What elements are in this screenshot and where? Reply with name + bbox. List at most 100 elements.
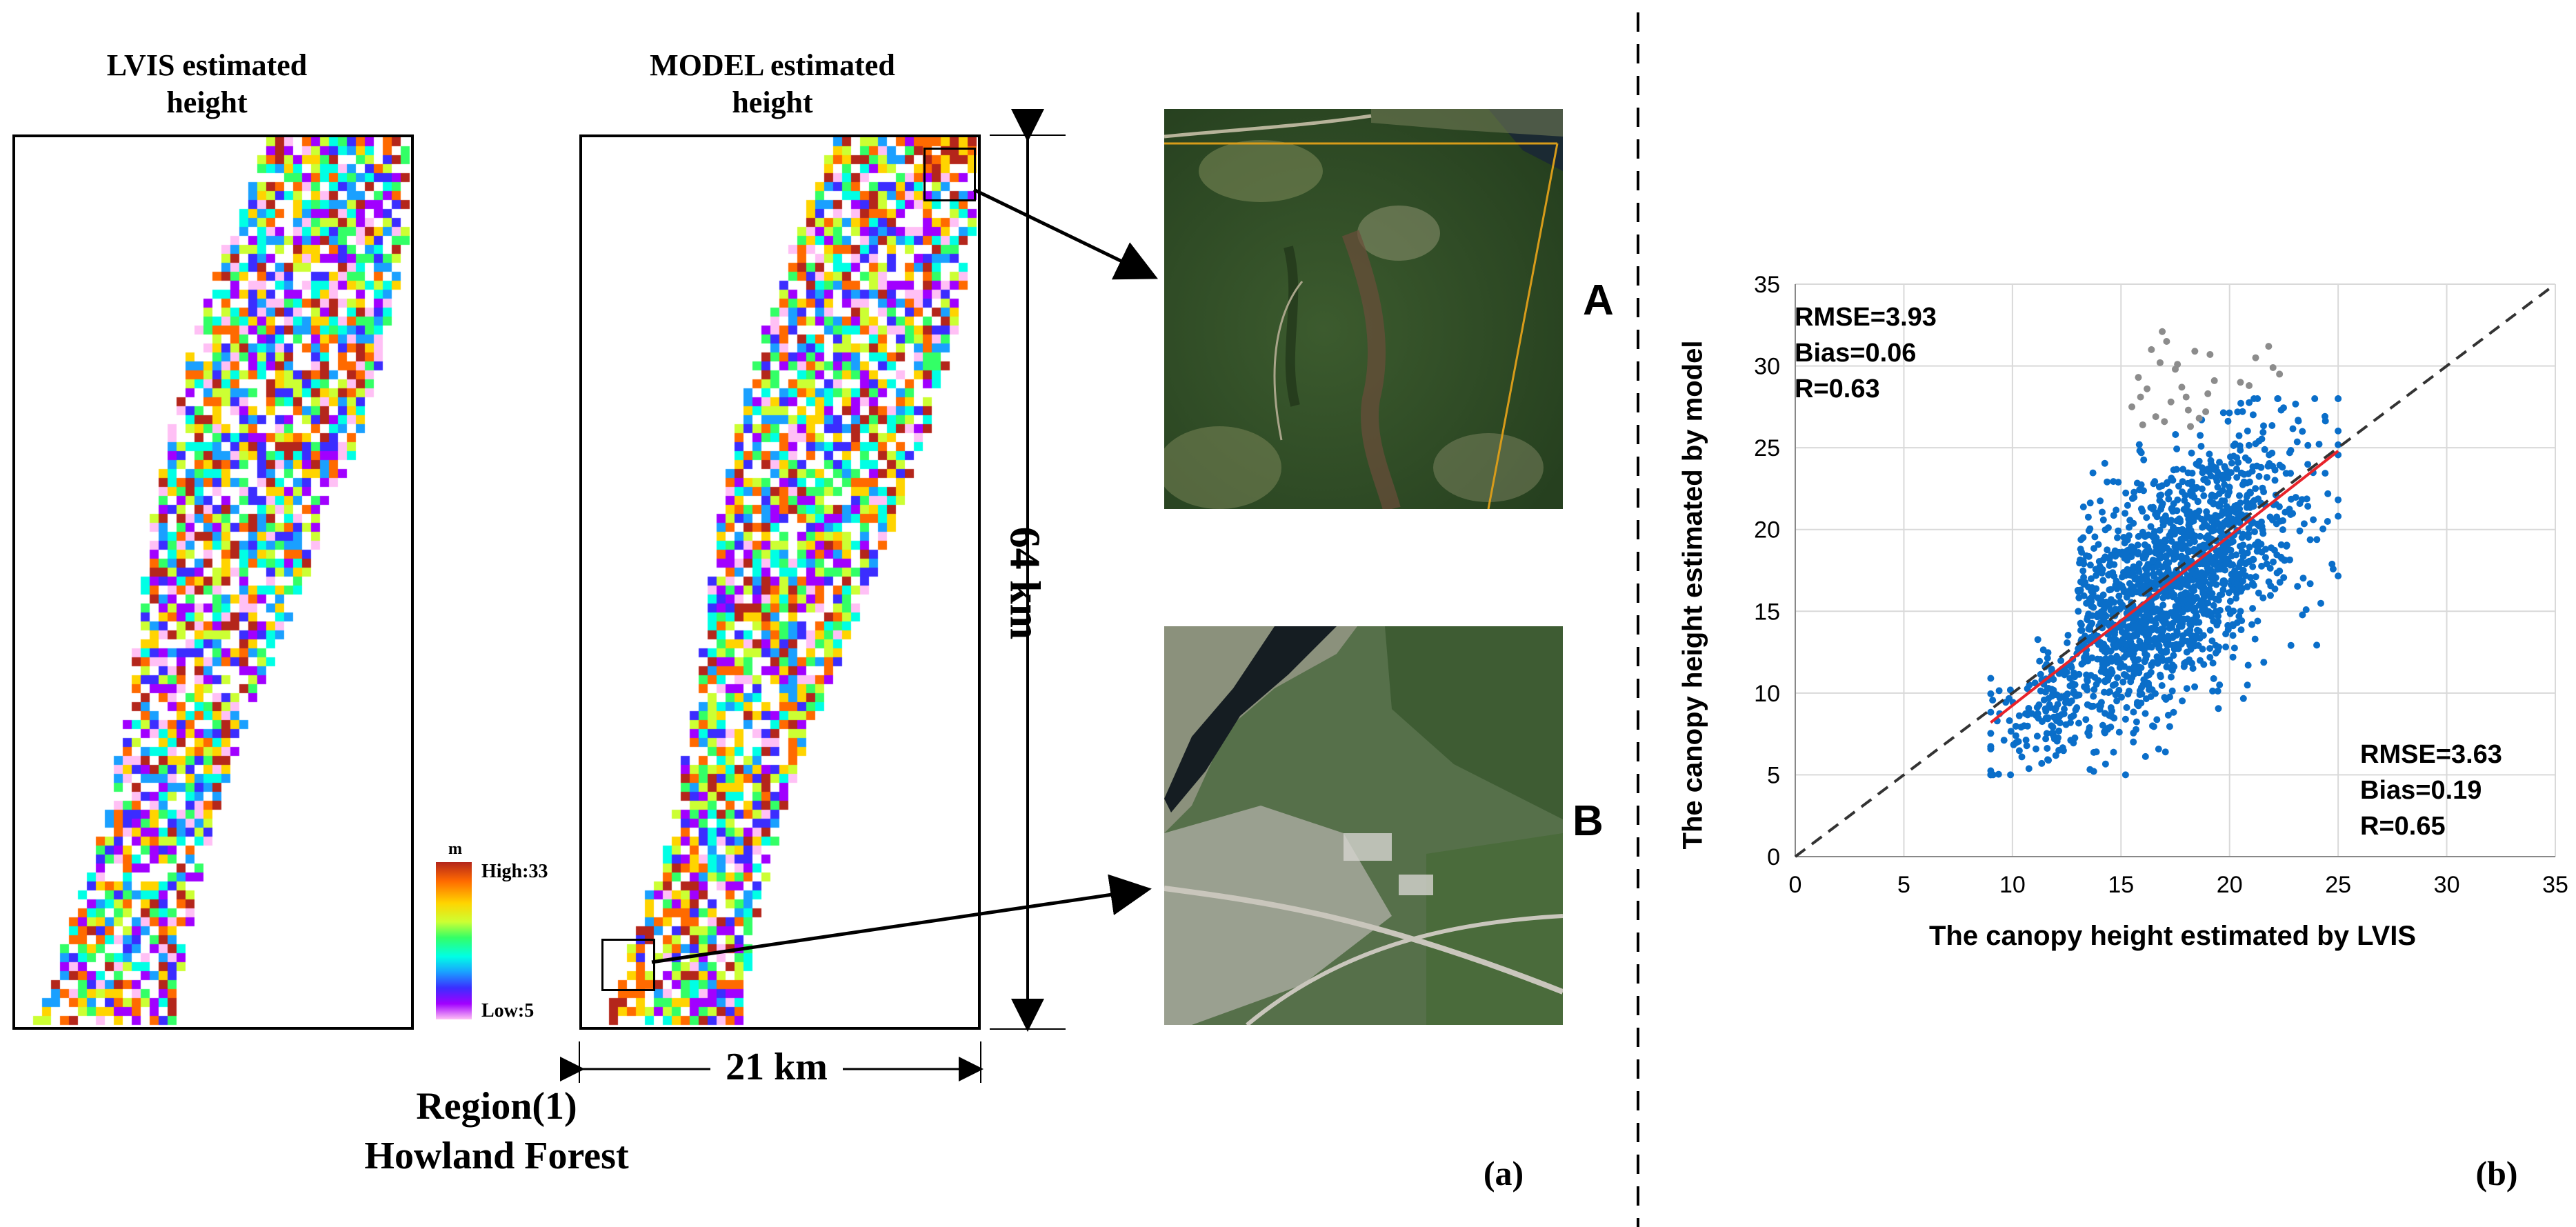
scatter-point [2179,466,2187,473]
scatter-point [2237,626,2245,634]
scatter-point [2039,646,2047,654]
scatter-point [2296,527,2304,535]
scatter-point [2141,620,2148,628]
scatter-point [2322,470,2329,477]
scatter-point [2214,566,2221,573]
model-map-title-line2: height [732,86,813,119]
scatter-point [2152,620,2159,628]
scatter-point [2127,589,2135,597]
scatter-point [2091,533,2099,541]
scatter-point [2139,528,2146,536]
scatter-point [2214,688,2221,695]
y-axis-label: The canopy height estimated by model [1677,340,1708,850]
scatter-point [2055,727,2063,735]
scatter-point [2012,732,2019,739]
scatter-point [2115,592,2123,600]
scatter-point [2216,591,2224,599]
scatter-point [1995,687,2003,695]
x-tick-label: 0 [1789,872,1802,898]
scatter-point [2216,681,2224,688]
panel-b-label: (b) [2475,1154,2518,1193]
scatter-point [2124,547,2131,555]
scatter-point [2153,549,2160,557]
scatter-point [2136,637,2144,645]
scatter-point [2000,737,2008,744]
scatter-point [2075,719,2082,727]
scatter-point [2179,697,2186,705]
lvis-height-raster [15,137,411,1027]
scatter-point [2169,477,2177,484]
scatter-point [2245,441,2253,449]
scatter-point [2179,488,2186,496]
scatter-point [2146,547,2153,555]
scatter-point [2279,463,2286,471]
scatter-point [2090,686,2098,693]
scatter-point [2311,395,2319,402]
scatter-point [2165,641,2173,648]
scatter-point [2267,592,2274,599]
annotation-top-left-r: R=0.63 [1795,375,1880,403]
annotation-top-left-bias: Bias=0.06 [1795,339,1917,368]
scatter-point [2146,603,2153,610]
scatter-point [2245,525,2253,532]
scatter-point [2239,566,2247,574]
outlier-point [2237,379,2244,386]
scatter-point [2162,696,2170,703]
scatter-point [2115,624,2123,631]
scatter-point [1987,690,1995,697]
scatter-point [2188,478,2196,486]
scatter-point [2292,494,2299,501]
scatter-point [2224,474,2232,481]
scatter-point [2136,624,2144,632]
region-line2: Howland Forest [364,1135,629,1177]
inset-a-letter: A [1583,277,1614,324]
scatter-point [2099,591,2107,599]
scatter-point [2133,701,2141,708]
scatter-point [2033,732,2041,740]
scatter-point [2229,653,2237,661]
scatter-point [2210,675,2217,682]
scatter-point [2206,654,2214,661]
scatter-point [2156,497,2164,504]
scatter-point [2204,532,2212,539]
scatter-point [2141,641,2148,649]
scatter-point [2229,538,2237,546]
height-legend: m High:33 Low:5 [428,840,579,1026]
scatter-point [2043,730,2050,737]
scatter-point [2270,546,2278,554]
outlier-point [2148,346,2155,353]
scatter-point [2299,428,2306,435]
scatter-point [2140,487,2147,495]
scatter-point [2221,497,2228,505]
scatter-point [2125,650,2133,658]
scatter-point [2259,484,2266,492]
scatter-point [2034,636,2041,644]
scatter-point [2209,687,2217,695]
scatter-point [2077,556,2084,563]
scatter-point [2214,483,2221,491]
scatter-point [2107,724,2115,731]
scatter-point [2137,664,2145,672]
scatter-point [2181,590,2189,597]
outlier-point [2246,382,2253,390]
scatter-point [2120,646,2127,653]
scatter-point [2095,677,2102,684]
scatter-point [2310,516,2317,523]
scatter-point [2244,534,2252,541]
scatter-point [2135,532,2142,540]
scatter-point [2106,635,2114,643]
scatter-point [2168,673,2175,681]
scatter-point [2042,715,2050,722]
scatter-point [2328,560,2336,568]
scatter-point [2252,440,2259,448]
scatter-point [2234,408,2241,416]
annotation-top-left-rmse: RMSE=3.93 [1795,303,1937,332]
scatter-point [2074,586,2081,594]
scatter-point [2183,685,2190,692]
scatter-point [2084,701,2091,708]
scatter-point [2237,446,2244,454]
fit-line [1990,450,2339,724]
scatter-point [1995,770,2002,778]
scatter-point [2099,508,2106,516]
scatter-point [2199,632,2207,639]
